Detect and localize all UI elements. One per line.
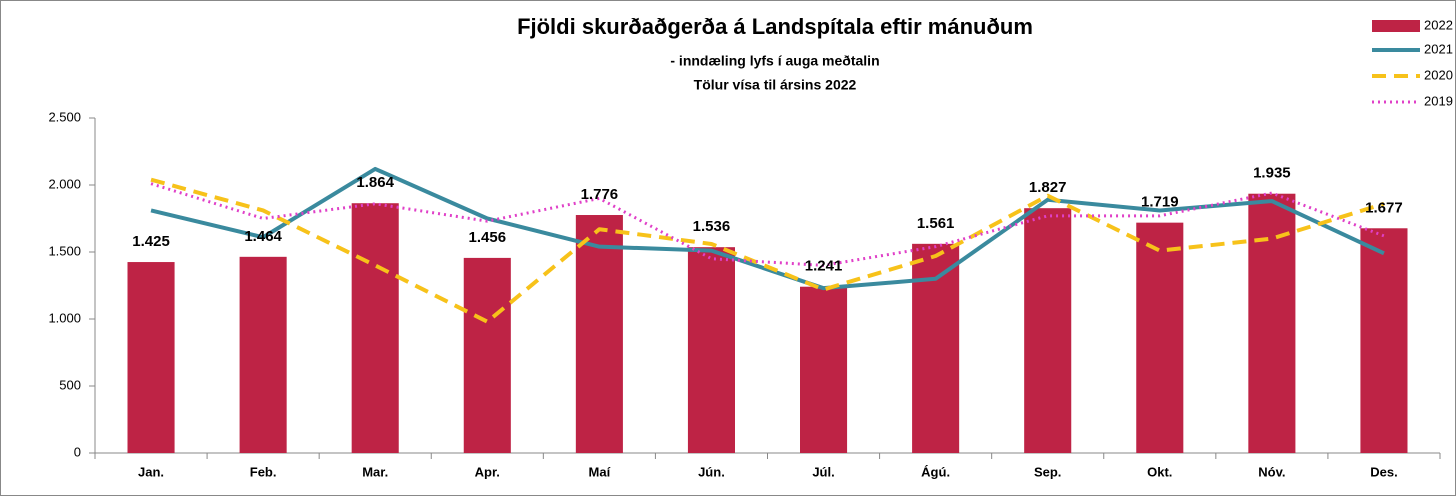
bar: [687, 247, 735, 453]
data-label: 1.536: [693, 218, 731, 235]
x-tick-label: Ágú.: [921, 464, 950, 479]
data-label: 1.464: [244, 228, 282, 245]
x-tick-label: Apr.: [475, 464, 500, 479]
bar: [127, 262, 175, 453]
x-tick-label: Des.: [1370, 464, 1397, 479]
legend-label: 2021: [1424, 41, 1453, 56]
y-tick-label: 2.500: [48, 109, 81, 124]
x-tick-label: Jún.: [698, 464, 725, 479]
data-label: 1.677: [1365, 199, 1403, 216]
bar: [351, 203, 399, 453]
data-label: 1.425: [132, 233, 170, 250]
y-tick-label: 1.000: [48, 310, 81, 325]
legend-swatch: [1372, 20, 1420, 32]
bar: [239, 256, 287, 453]
data-label: 1.935: [1253, 165, 1291, 182]
line: [150, 166, 1385, 291]
line: [150, 177, 1385, 324]
x-tick-label: Júl.: [812, 464, 834, 479]
data-label: 1.776: [581, 186, 619, 203]
bar: [1024, 208, 1072, 453]
chart-subtitle: - inndæling lyfs í auga meðtalin: [670, 53, 879, 69]
bar: [463, 257, 511, 453]
bar: [1248, 193, 1296, 453]
x-tick-label: Sep.: [1034, 464, 1061, 479]
data-label: 1.827: [1029, 179, 1067, 196]
line: [150, 182, 1385, 267]
y-tick-label: 0: [74, 444, 81, 459]
chart-title: Fjöldi skurðaðgerða á Landspítala eftir …: [517, 14, 1033, 39]
data-label: 1.561: [917, 215, 955, 232]
y-tick-label: 1.500: [48, 243, 81, 258]
x-tick-label: Feb.: [250, 464, 277, 479]
legend-label: 2020: [1424, 67, 1453, 82]
bar: [912, 243, 960, 453]
bar: [1136, 222, 1184, 453]
chart-subtitle: Tölur vísa til ársins 2022: [694, 77, 857, 93]
legend-label: 2019: [1424, 93, 1453, 108]
legend-label: 2022: [1424, 17, 1453, 32]
data-label: 1.456: [469, 229, 507, 246]
x-tick-label: Mar.: [362, 464, 388, 479]
data-label: 1.719: [1141, 194, 1179, 211]
bar: [575, 215, 623, 453]
data-label: 1.864: [356, 174, 394, 191]
x-tick-label: Maí: [589, 464, 611, 479]
data-label: 1.241: [805, 258, 843, 275]
x-tick-label: Okt.: [1147, 464, 1172, 479]
y-tick-label: 2.000: [48, 176, 81, 191]
bar: [800, 286, 848, 453]
x-tick-label: Nóv.: [1258, 464, 1285, 479]
y-tick-label: 500: [59, 377, 81, 392]
x-tick-label: Jan.: [138, 464, 164, 479]
bar: [1360, 228, 1408, 453]
